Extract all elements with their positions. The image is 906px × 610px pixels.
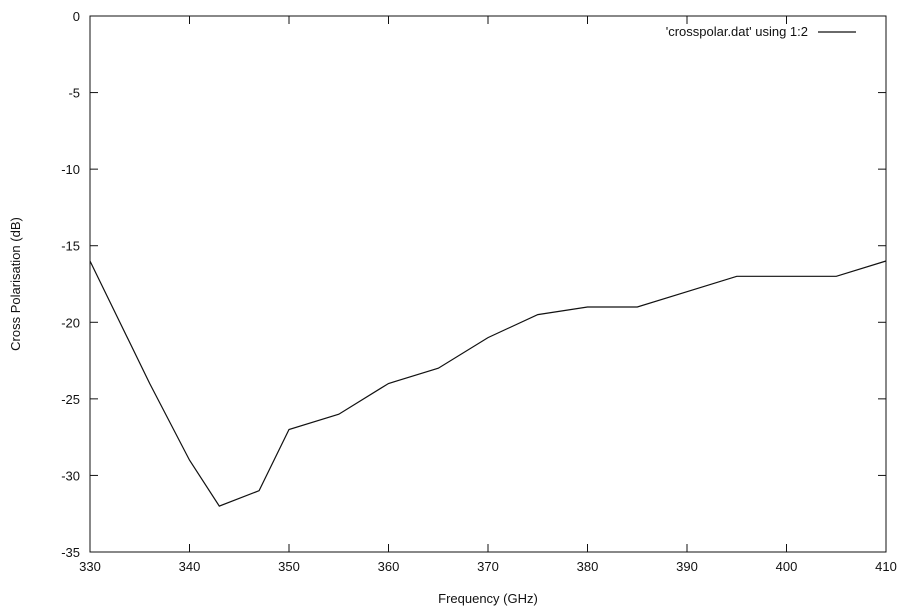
x-tick-label: 340 xyxy=(179,559,201,574)
x-axis-label: Frequency (GHz) xyxy=(438,591,538,606)
x-tick-label: 350 xyxy=(278,559,300,574)
y-tick-label: -5 xyxy=(68,86,80,101)
x-tick-label: 370 xyxy=(477,559,499,574)
y-axis-label: Cross Polarisation (dB) xyxy=(8,217,23,351)
axis-ticks xyxy=(89,15,887,553)
plot-frame xyxy=(89,15,887,553)
y-tick-label: -20 xyxy=(61,315,80,330)
y-tick-label: -30 xyxy=(61,468,80,483)
x-tick-label: 410 xyxy=(875,559,897,574)
x-tick-label: 400 xyxy=(776,559,798,574)
y-tick-label: -25 xyxy=(61,392,80,407)
y-tick-label: -35 xyxy=(61,545,80,560)
y-tick-label: -15 xyxy=(61,239,80,254)
legend-label: 'crosspolar.dat' using 1:2 xyxy=(666,24,808,39)
x-tick-label: 360 xyxy=(378,559,400,574)
y-tick-label: 0 xyxy=(73,9,80,24)
series-line-crosspolar xyxy=(89,260,887,507)
x-tick-label: 390 xyxy=(676,559,698,574)
y-tick-label: -10 xyxy=(61,162,80,177)
x-tick-label: 380 xyxy=(577,559,599,574)
tick-labels: 330 340 350 360 370 380 390 400 410 0 -5 -10 -15 -20 -… xyxy=(61,9,897,574)
legend: 'crosspolar.dat' using 1:2 xyxy=(666,24,856,39)
x-tick-label: 330 xyxy=(79,559,101,574)
